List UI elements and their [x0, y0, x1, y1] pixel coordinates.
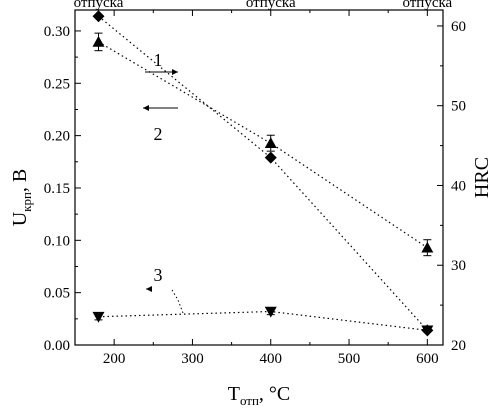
arrow-head — [146, 286, 152, 292]
data-point-diamond — [92, 10, 105, 23]
series-line — [98, 41, 428, 249]
right-axis-ticks: 20 30 40 50 60 — [437, 19, 466, 354]
series-line — [98, 15, 428, 331]
data-point-diamond — [264, 151, 277, 164]
left-tick-label: 0.00 — [44, 338, 70, 354]
x-tick-label: 600 — [416, 351, 439, 367]
right-tick-label: 20 — [451, 338, 466, 354]
left-axis-title-main: U — [9, 211, 31, 226]
curve-label-2: 2 — [143, 105, 178, 144]
top-labels: отпуска отпуска отпуска — [74, 0, 453, 11]
arrow-head — [172, 69, 178, 75]
x-tick-label: 500 — [338, 351, 361, 367]
data-point-triangle-down — [421, 325, 434, 337]
plot-border — [74, 9, 444, 346]
x-axis-title-main: T — [228, 383, 240, 405]
curve-label-text: 2 — [154, 124, 163, 144]
curve-label-3: 3 — [146, 265, 163, 292]
data-point-triangle-up — [92, 35, 105, 47]
right-tick-label: 50 — [451, 99, 466, 115]
left-axis-ticks: 0.00 0.05 0.10 0.15 0.20 0.25 0.30 — [44, 24, 81, 354]
curve-3-leader — [171, 289, 184, 314]
top-label: отпуска — [246, 0, 296, 11]
right-tick-label: 40 — [451, 178, 466, 194]
data-point-triangle-down — [92, 311, 105, 323]
series-2 — [92, 32, 434, 257]
annotations: 1 2 3 — [143, 50, 184, 314]
series-line — [98, 310, 428, 331]
x-tick-label: 200 — [103, 351, 126, 367]
left-tick-label: 0.15 — [44, 181, 70, 197]
top-label: отпуска — [402, 0, 452, 11]
top-label: отпуска — [74, 0, 124, 11]
left-axis-title-unit: , В — [9, 169, 31, 192]
curve-label-text: 1 — [154, 50, 163, 70]
left-tick-label: 0.20 — [44, 129, 70, 145]
x-axis-title: Tотп, °C — [228, 383, 291, 408]
x-axis-title-sub: отп — [240, 393, 259, 408]
x-axis-title-unit: , °C — [259, 383, 290, 405]
curve-label-1: 1 — [145, 50, 178, 75]
series-3 — [92, 306, 434, 337]
x-axis-ticks: 200 300 400 500 600 — [103, 10, 439, 367]
x-tick-label: 400 — [259, 351, 282, 367]
series-layer — [92, 10, 434, 337]
x-tick-label: 300 — [181, 351, 204, 367]
arrow-head — [143, 105, 149, 111]
left-tick-label: 0.05 — [44, 286, 70, 302]
right-axis-title: HRC — [471, 157, 493, 198]
data-point-triangle-up — [264, 137, 277, 149]
data-point-triangle-up — [421, 241, 434, 253]
left-tick-label: 0.25 — [44, 76, 70, 92]
left-tick-label: 0.10 — [44, 233, 70, 249]
right-tick-label: 60 — [451, 19, 466, 35]
left-tick-label: 0.30 — [44, 24, 70, 40]
right-tick-label: 30 — [451, 258, 466, 274]
curve-label-text: 3 — [154, 265, 163, 285]
series-1 — [92, 10, 434, 337]
axis-titles: Uкрп, В HRC Tотп, °C — [9, 157, 493, 408]
left-axis-title-sub: крп — [19, 192, 34, 212]
left-axis-title: Uкрп, В — [9, 169, 34, 227]
data-point-triangle-down — [264, 306, 277, 318]
plot-frame — [74, 9, 444, 346]
